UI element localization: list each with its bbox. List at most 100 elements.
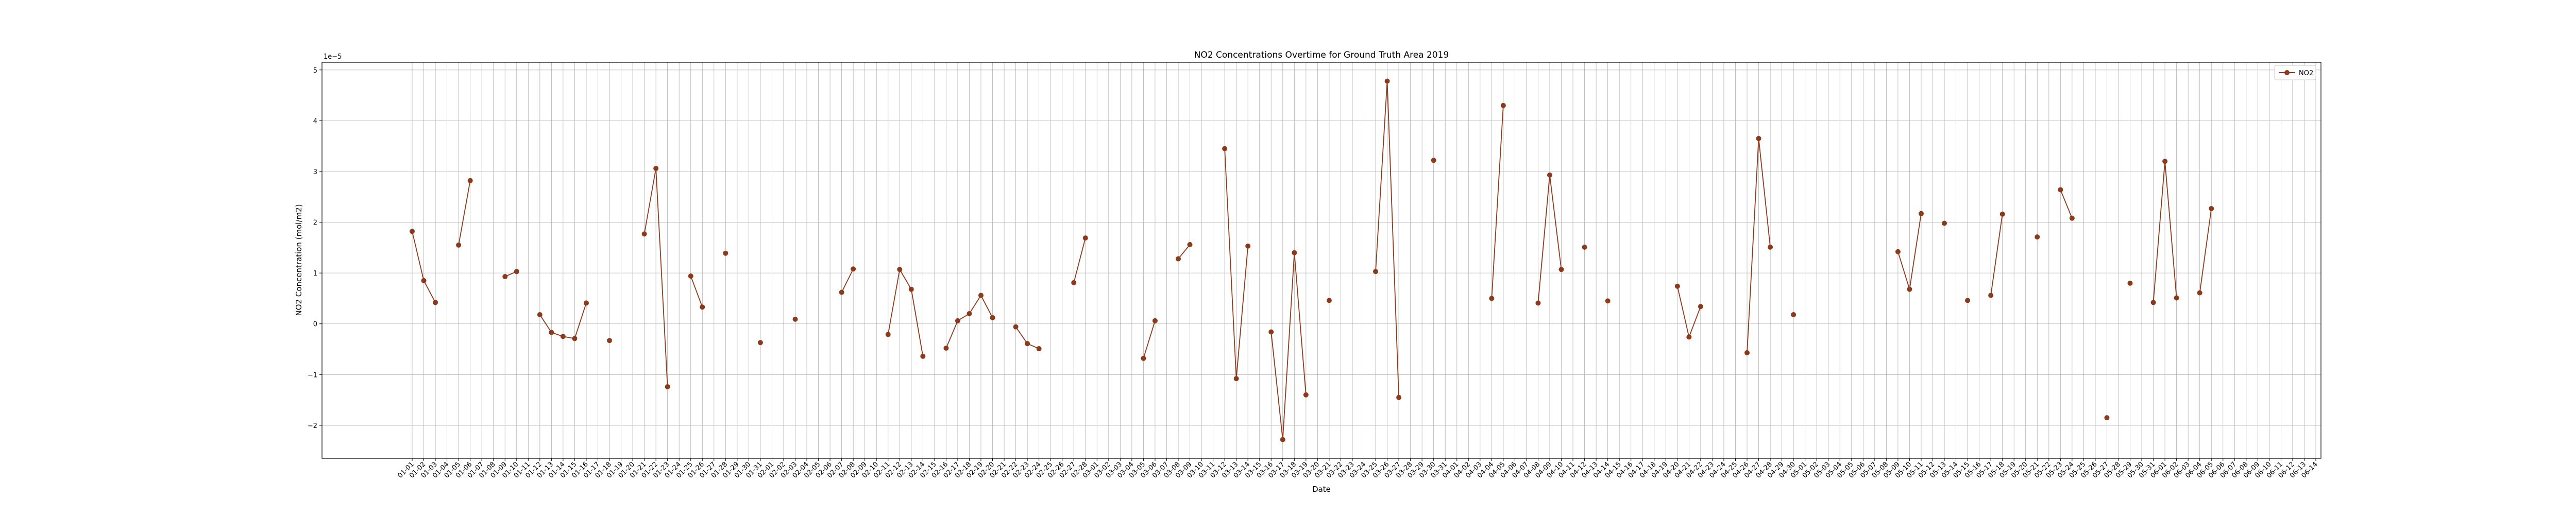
series-line-segment — [412, 231, 425, 281]
data-point — [1187, 242, 1193, 247]
series-line-segment — [910, 289, 924, 356]
data-point — [1373, 269, 1379, 274]
data-point — [1141, 355, 1146, 361]
series-line-segment — [1235, 246, 1249, 379]
data-point — [1326, 298, 1332, 303]
data-point — [955, 318, 960, 323]
series-line-segment — [1676, 286, 1690, 337]
data-point — [1756, 135, 1761, 141]
series-line-segment — [1375, 81, 1388, 272]
data-point — [1152, 318, 1158, 323]
data-point — [1292, 250, 1297, 255]
data-point — [1082, 235, 1088, 241]
data-point — [839, 289, 844, 295]
data-point — [967, 311, 972, 317]
data-point — [607, 338, 613, 344]
data-point — [978, 293, 984, 298]
data-point — [1605, 298, 1611, 304]
series-line-segment — [969, 295, 981, 314]
plot-area: −2−101234501-0101-0201-0301-0401-0501-06… — [308, 62, 2321, 480]
data-point — [1013, 324, 1019, 330]
series-line-segment — [1386, 81, 1399, 398]
data-point — [1233, 376, 1239, 382]
data-point — [665, 384, 670, 389]
data-point — [700, 304, 705, 310]
data-point — [653, 166, 659, 171]
y-tick-label: 5 — [313, 67, 317, 75]
series-line-segment — [1178, 244, 1191, 260]
data-point — [514, 269, 519, 274]
data-point — [1907, 286, 1912, 292]
series-line-segment — [1224, 148, 1237, 379]
data-point — [1071, 280, 1077, 285]
data-point — [990, 315, 995, 320]
chart-title: NO2 Concentrations Overtime for Ground T… — [1194, 50, 1449, 60]
data-point — [2162, 159, 2168, 164]
series-line-segment — [1549, 175, 1562, 270]
data-point — [1280, 437, 1285, 442]
data-point — [1176, 256, 1181, 262]
series-line-segment — [945, 320, 958, 349]
data-point — [897, 267, 903, 272]
plot-frame — [321, 62, 2321, 459]
data-point — [467, 178, 473, 183]
series-line-segment — [1282, 252, 1295, 440]
data-point — [1396, 394, 1402, 400]
data-point — [456, 242, 462, 248]
y-tick-label: −2 — [308, 422, 317, 430]
data-point — [549, 330, 554, 335]
data-point — [2058, 187, 2063, 193]
data-point — [757, 340, 763, 346]
series-line-segment — [1537, 175, 1550, 303]
data-point — [1268, 329, 1274, 335]
data-point — [1686, 334, 1692, 340]
series-line-segment — [1073, 237, 1086, 283]
data-point — [572, 336, 578, 341]
data-point — [1222, 146, 1228, 151]
data-point — [1698, 304, 1703, 310]
data-point — [2209, 205, 2214, 211]
series-line-segment — [1909, 213, 1922, 289]
series-line-segment — [887, 269, 901, 335]
series-line-segment — [539, 314, 552, 333]
y-tick-label: 0 — [313, 321, 317, 329]
legend-label: NO2 — [2299, 70, 2313, 77]
data-point — [1025, 341, 1030, 347]
y-tick-label: −1 — [308, 371, 317, 379]
series-line-segment — [2153, 161, 2166, 303]
data-point — [1489, 296, 1495, 301]
data-point — [410, 229, 415, 234]
data-point — [2197, 290, 2202, 296]
data-point — [1895, 249, 1901, 254]
y-tick-label: 4 — [313, 117, 317, 125]
series-line-segment — [841, 268, 854, 293]
data-point — [908, 286, 914, 292]
data-point — [1674, 283, 1680, 289]
data-point — [1999, 211, 2005, 217]
data-point — [1036, 346, 1042, 352]
data-point — [2127, 280, 2133, 286]
data-point — [688, 273, 693, 279]
data-point — [1245, 243, 1251, 249]
data-point — [2174, 295, 2179, 301]
series-line-segment — [574, 303, 587, 339]
data-point — [1582, 244, 1587, 250]
data-point — [560, 334, 566, 339]
series-line-segment — [1491, 105, 1504, 299]
series-line-segment — [1143, 320, 1156, 359]
series-line-segment — [899, 269, 912, 290]
series-line-segment — [690, 276, 703, 307]
data-point — [2035, 234, 2040, 240]
series-line-segment — [2164, 161, 2177, 298]
data-point — [1942, 220, 1947, 226]
data-point — [641, 231, 647, 237]
y-tick-label: 3 — [313, 168, 317, 176]
data-point — [723, 250, 728, 256]
series-line-segment — [1990, 214, 2003, 296]
y-offset-label: 1e−5 — [324, 53, 342, 61]
series-line-segment — [423, 280, 436, 303]
series-line-segment — [655, 168, 668, 387]
data-point — [943, 346, 949, 351]
series-line-segment — [1294, 252, 1307, 395]
